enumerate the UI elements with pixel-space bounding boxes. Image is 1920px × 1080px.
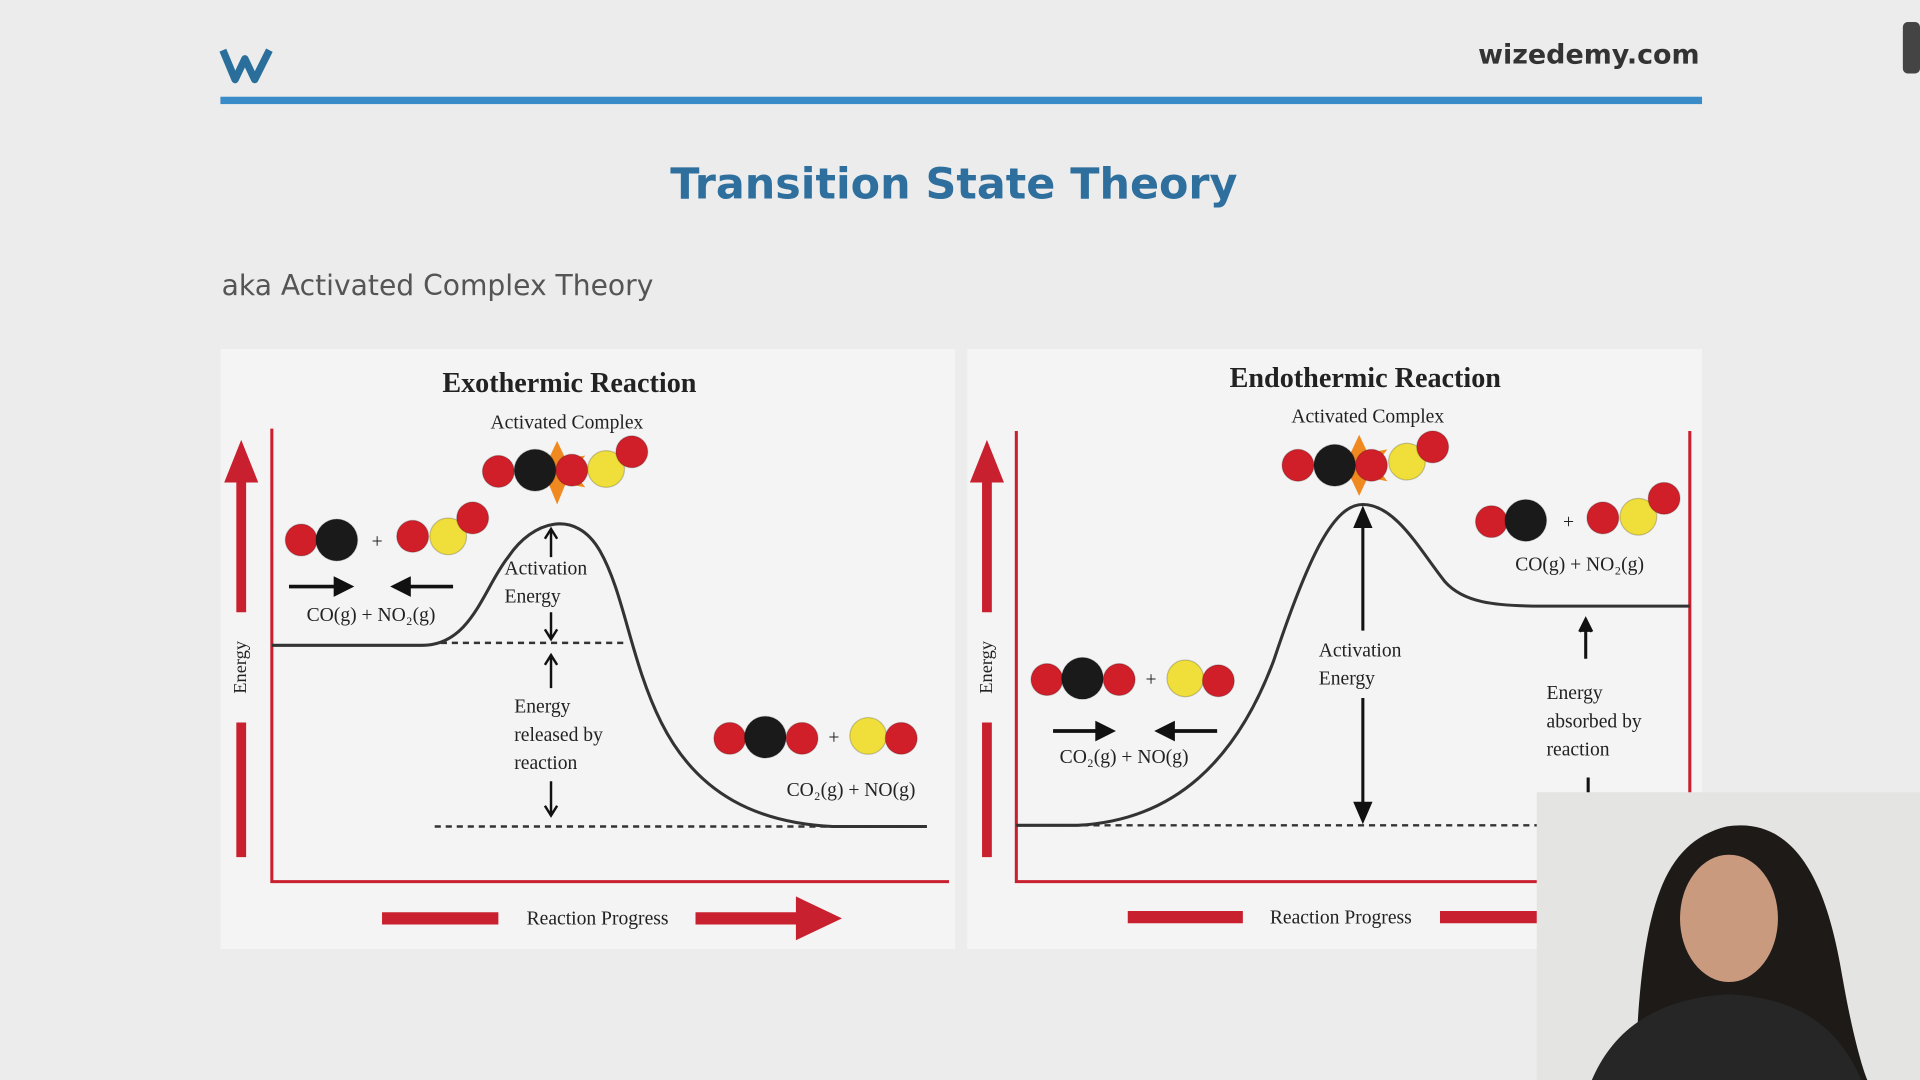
atom xyxy=(1281,448,1315,482)
atom xyxy=(743,715,787,759)
side-control[interactable] xyxy=(1902,22,1920,74)
atom xyxy=(1354,448,1388,482)
energy-change-label: reaction xyxy=(1547,740,1610,761)
atom xyxy=(1647,481,1681,515)
face xyxy=(1680,854,1778,983)
atom xyxy=(1387,442,1426,481)
complex-label: Activated Complex xyxy=(1291,406,1444,427)
plus-sign: + xyxy=(372,531,383,552)
activation-label: Activation xyxy=(504,558,587,579)
atom xyxy=(1030,663,1064,697)
products-label: CO(g) + NO₂(g) xyxy=(1515,555,1644,576)
energy-arrow xyxy=(224,439,259,858)
atom xyxy=(1416,430,1450,464)
logo xyxy=(219,48,273,84)
atom xyxy=(1619,497,1658,536)
atom xyxy=(1313,443,1357,487)
atom xyxy=(615,435,649,469)
atom xyxy=(1201,664,1235,698)
energy-curve xyxy=(1016,502,1690,827)
atom xyxy=(713,721,747,755)
atom xyxy=(1166,659,1205,698)
shirt xyxy=(1591,994,1862,1080)
energy-change-label: absorbed by xyxy=(1547,711,1642,732)
activation-label: Activation xyxy=(1319,640,1402,661)
collision-arrows xyxy=(1053,720,1218,742)
atom xyxy=(1504,498,1548,542)
reactants-label: CO(g) + NO₂(g) xyxy=(307,605,436,626)
atom xyxy=(429,517,468,556)
atom xyxy=(481,454,515,488)
energy-change-label: Energy xyxy=(514,697,570,718)
atom xyxy=(884,721,918,755)
energy-arrow xyxy=(969,439,1004,858)
y-axis-label: Energy xyxy=(230,640,250,694)
axis xyxy=(1014,431,1692,884)
energy-arrows xyxy=(543,526,559,818)
atom xyxy=(1061,656,1104,700)
progress-arrow xyxy=(382,896,842,941)
plus-sign: + xyxy=(1145,670,1156,691)
atom xyxy=(513,448,557,492)
y-axis-label: Energy xyxy=(976,640,996,694)
x-axis-label: Reaction Progress xyxy=(527,908,669,929)
complex-label: Activated Complex xyxy=(491,413,644,434)
atom xyxy=(315,518,359,562)
slide-title: Transition State Theory xyxy=(670,159,1237,209)
collision-arrows xyxy=(288,576,454,597)
plus-sign: + xyxy=(1563,512,1574,533)
activation-label: Energy xyxy=(504,586,560,607)
header-rule xyxy=(220,96,1703,105)
energy-change-label: Energy xyxy=(1547,683,1603,704)
diagram-panel xyxy=(220,348,956,949)
slide-subtitle: aka Activated Complex Theory xyxy=(222,269,654,302)
site-name: wizedemy.com xyxy=(1478,40,1699,71)
energy-change-label: released by xyxy=(514,725,603,746)
axis xyxy=(270,428,949,884)
atom xyxy=(456,501,490,535)
atom xyxy=(555,453,589,487)
x-axis-label: Reaction Progress xyxy=(1270,907,1412,928)
activation-label: Energy xyxy=(1319,668,1375,689)
products-label: CO₂(g) + NO(g) xyxy=(787,780,916,801)
molecules xyxy=(284,430,1681,759)
atom xyxy=(849,716,888,755)
atom xyxy=(587,450,626,488)
diagram-title: Endothermic Reaction xyxy=(1230,363,1502,394)
energy-change-label: reaction xyxy=(514,753,577,774)
atom xyxy=(785,721,819,755)
atom xyxy=(1474,505,1508,539)
atom xyxy=(284,523,318,557)
webcam-video xyxy=(1536,792,1920,1080)
atom xyxy=(1102,663,1136,697)
diagram-title: Exothermic Reaction xyxy=(442,368,696,399)
atom xyxy=(1586,501,1620,535)
energy-arrows xyxy=(1353,505,1594,825)
energy-curve xyxy=(271,522,927,829)
reactants-label: CO₂(g) + NO(g) xyxy=(1060,747,1189,768)
plus-sign: + xyxy=(828,727,839,748)
atom xyxy=(396,519,430,553)
